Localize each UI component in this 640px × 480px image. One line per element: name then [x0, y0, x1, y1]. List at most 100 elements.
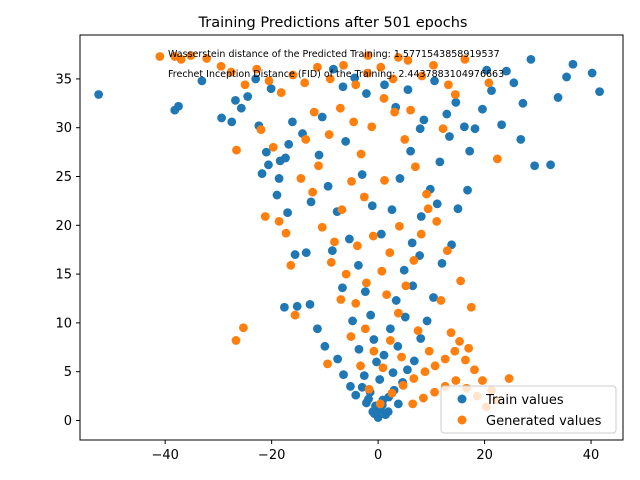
y-tick-label: 15 — [55, 268, 72, 283]
point-train — [313, 324, 322, 334]
x-tick-label: −40 — [151, 448, 178, 463]
point-generated — [466, 302, 476, 312]
point-generated — [330, 237, 339, 247]
point-generated — [300, 78, 310, 88]
point-train — [568, 59, 578, 69]
point-generated — [308, 187, 318, 197]
point-train — [280, 302, 289, 312]
point-generated — [274, 217, 284, 226]
point-train — [393, 399, 403, 409]
point-train — [383, 407, 393, 417]
point-generated — [484, 78, 494, 88]
point-generated — [314, 161, 323, 171]
point-generated — [385, 336, 395, 345]
point-train — [329, 64, 338, 74]
point-train — [400, 312, 410, 322]
point-generated — [492, 154, 502, 164]
point-train — [482, 65, 492, 75]
legend-box — [440, 385, 617, 434]
point-generated — [231, 336, 241, 345]
point-train — [372, 357, 381, 367]
point-generated — [378, 363, 388, 373]
point-generated — [336, 295, 346, 304]
point-generated — [356, 361, 365, 371]
point-train — [403, 365, 412, 375]
point-generated — [401, 281, 411, 291]
point-train — [430, 76, 439, 86]
point-generated — [395, 221, 404, 231]
point-generated — [252, 64, 262, 74]
x-tick-label: 20 — [476, 448, 493, 463]
point-train — [284, 139, 294, 149]
point-generated — [363, 51, 373, 60]
point-train — [399, 265, 409, 275]
point-generated — [186, 51, 196, 60]
point-generated — [352, 241, 362, 251]
y-tick-label: 30 — [55, 121, 72, 136]
point-train — [422, 316, 432, 326]
point-generated — [176, 55, 186, 64]
point-train — [317, 112, 327, 122]
point-generated — [430, 361, 440, 371]
point-generated — [416, 229, 426, 239]
legend-label-train: Train values — [485, 393, 564, 408]
point-train — [359, 371, 369, 380]
point-train — [281, 153, 290, 163]
point-train — [516, 135, 526, 144]
point-train — [415, 124, 425, 134]
point-generated — [309, 107, 319, 117]
point-generated — [422, 189, 431, 199]
point-generated — [264, 76, 274, 86]
point-train — [362, 89, 371, 98]
point-generated — [276, 88, 286, 97]
point-train — [306, 197, 316, 207]
point-generated — [356, 149, 366, 159]
point-generated — [461, 355, 470, 365]
point-train — [274, 174, 284, 183]
point-train — [442, 109, 452, 119]
point-generated — [443, 80, 453, 90]
point-generated — [313, 62, 322, 72]
point-generated — [410, 162, 420, 172]
point-generated — [451, 376, 461, 385]
point-train — [357, 382, 367, 392]
point-generated — [256, 125, 266, 135]
point-train — [290, 250, 300, 259]
point-generated — [390, 107, 400, 117]
point-train — [407, 238, 417, 248]
point-generated — [337, 205, 347, 215]
point-generated — [387, 388, 397, 398]
point-generated — [369, 346, 379, 356]
point-train — [305, 299, 315, 309]
legend-marker-generated — [457, 415, 467, 425]
point-generated — [403, 55, 413, 65]
point-train — [354, 344, 364, 354]
point-generated — [260, 212, 270, 221]
point-generated — [202, 54, 212, 63]
point-train — [266, 84, 276, 94]
point-generated — [324, 130, 334, 139]
point-train — [403, 85, 413, 95]
point-train — [553, 93, 563, 102]
point-generated — [417, 71, 427, 81]
point-generated — [393, 308, 403, 318]
points-layer — [94, 51, 604, 422]
point-generated — [464, 343, 474, 353]
point-generated — [375, 399, 385, 409]
point-generated — [436, 296, 446, 305]
point-train — [429, 293, 438, 302]
point-train — [350, 73, 360, 83]
point-generated — [400, 135, 410, 144]
point-train — [243, 92, 253, 101]
point-generated — [440, 354, 450, 364]
point-generated — [424, 346, 434, 356]
point-generated — [281, 228, 291, 238]
point-generated — [382, 290, 392, 299]
point-generated — [359, 192, 369, 202]
point-generated — [368, 231, 378, 241]
point-train — [380, 80, 389, 90]
point-train — [346, 381, 355, 391]
point-generated — [429, 60, 438, 70]
point-train — [509, 78, 519, 88]
point-train — [314, 150, 324, 160]
